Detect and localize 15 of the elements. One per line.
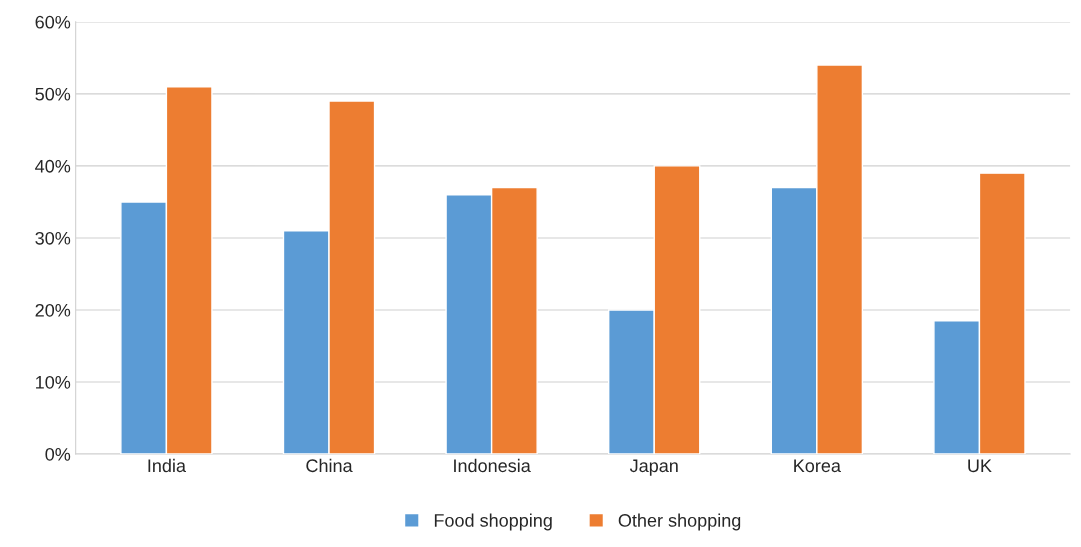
- y-tick-label: 10%: [36, 375, 71, 389]
- y-tick-label: 20%: [35, 303, 71, 317]
- legend-label: Other shopping: [618, 513, 741, 531]
- y-tick-label: 30%: [35, 231, 71, 245]
- x-tick-label: Korea: [794, 459, 841, 473]
- x-tick-label: UK: [968, 459, 992, 473]
- x-tick-label: Japan: [629, 459, 678, 476]
- x-tick-label: Indonesia: [454, 458, 531, 473]
- y-tick-label: 0%: [45, 447, 71, 461]
- y-tick-label: 60%: [35, 15, 71, 29]
- y-tick-label: 40%: [35, 159, 71, 173]
- legend-label: Food shopping: [434, 513, 552, 531]
- y-tick-label: 50%: [35, 87, 71, 101]
- x-tick-label: China: [306, 458, 353, 473]
- x-tick-label: India: [148, 458, 186, 473]
